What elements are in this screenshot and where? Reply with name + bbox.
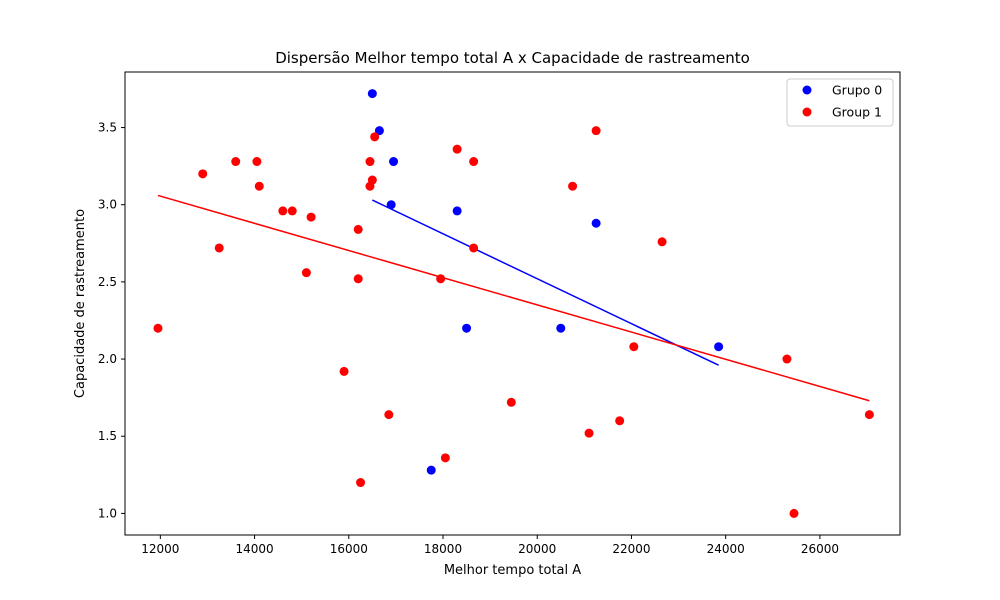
data-point-group-1 [287, 206, 297, 216]
data-point-group-1 [306, 212, 316, 222]
x-axis-label: Melhor tempo total A [444, 563, 581, 578]
data-point-grupo-0 [374, 126, 384, 136]
legend-marker-group-1 [802, 107, 812, 117]
data-point-group-1 [252, 157, 262, 167]
data-point-group-1 [789, 508, 799, 518]
data-point-group-1 [365, 157, 375, 167]
data-point-grupo-0 [426, 465, 436, 475]
data-point-group-1 [198, 169, 208, 179]
data-point-group-1 [353, 224, 363, 234]
data-point-group-1 [254, 181, 264, 191]
data-point-grupo-0 [462, 323, 472, 333]
trend-lines [157, 194, 870, 402]
data-point-group-1 [339, 366, 349, 376]
y-axis-label: Capacidade de rastreamento [73, 209, 88, 398]
data-point-grupo-0 [452, 206, 462, 216]
data-point-grupo-0 [714, 342, 724, 352]
data-point-group-1 [214, 243, 224, 253]
legend-marker-grupo-0 [802, 85, 812, 95]
x-tick-label: 18000 [424, 542, 462, 556]
legend: Grupo 0 Group 1 [786, 78, 894, 127]
data-point-group-1 [153, 323, 163, 333]
data-point-group-1 [353, 274, 363, 284]
y-tick-label: 3.5 [98, 121, 117, 135]
data-point-group-1 [436, 274, 446, 284]
data-point-group-1 [591, 126, 601, 136]
data-point-group-1 [469, 243, 479, 253]
data-point-group-1 [568, 181, 578, 191]
x-tick-label: 12000 [141, 542, 179, 556]
data-point-group-1 [452, 144, 462, 154]
trend-line-grupo-0 [372, 199, 719, 366]
data-point-grupo-0 [556, 323, 566, 333]
series-group-1 [153, 126, 874, 518]
data-point-grupo-0 [591, 218, 601, 228]
data-point-group-1 [782, 354, 792, 364]
data-point-group-1 [384, 410, 394, 420]
legend-label-grupo-0: Grupo 0 [832, 83, 882, 98]
data-point-group-1 [370, 132, 380, 142]
data-point-group-1 [356, 478, 366, 488]
y-tick-label: 2.0 [98, 352, 117, 366]
x-tick-label: 22000 [612, 542, 650, 556]
x-tick-label: 26000 [801, 542, 839, 556]
data-point-group-1 [367, 175, 377, 185]
legend-label-group-1: Group 1 [832, 105, 882, 120]
plot-frame [124, 71, 901, 536]
data-point-group-1 [469, 157, 479, 167]
x-axis: 12000 14000 16000 18000 20000 22000 24000 26000 [141, 535, 839, 556]
data-point-group-1 [231, 157, 241, 167]
data-point-group-1 [864, 410, 874, 420]
trend-line-group-1 [157, 194, 870, 402]
data-point-group-1 [657, 237, 667, 247]
y-axis: 1.0 1.5 2.0 2.5 3.0 3.5 [98, 121, 125, 520]
data-point-group-1 [301, 268, 311, 278]
y-tick-label: 1.0 [98, 506, 117, 520]
x-tick-label: 20000 [518, 542, 556, 556]
y-tick-label: 2.5 [98, 275, 117, 289]
data-point-group-1 [440, 453, 450, 463]
y-tick-label: 1.5 [98, 429, 117, 443]
y-tick-label: 3.0 [98, 198, 117, 212]
data-point-group-1 [278, 206, 288, 216]
data-points [153, 89, 874, 518]
x-tick-label: 24000 [707, 542, 745, 556]
chart-title: Dispersão Melhor tempo total A x Capacid… [275, 49, 750, 67]
data-point-grupo-0 [389, 157, 399, 167]
data-point-grupo-0 [367, 89, 377, 99]
data-point-group-1 [629, 342, 639, 352]
data-point-group-1 [615, 416, 625, 426]
x-tick-label: 16000 [330, 542, 368, 556]
data-point-group-1 [584, 428, 594, 438]
series-grupo-0 [367, 89, 724, 475]
legend-box [786, 78, 894, 127]
data-point-group-1 [506, 397, 516, 407]
data-point-grupo-0 [386, 200, 396, 210]
x-tick-label: 14000 [235, 542, 273, 556]
plot-area [124, 71, 901, 536]
